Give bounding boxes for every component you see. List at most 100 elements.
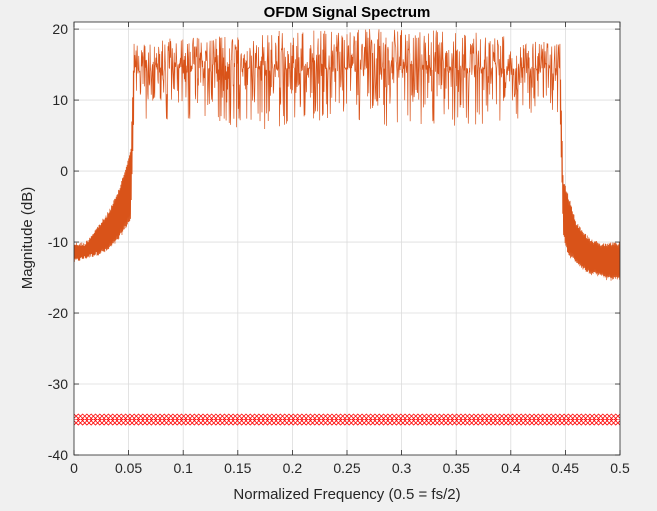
diamond-marker	[300, 413, 313, 426]
diamond-marker	[252, 413, 265, 426]
diamond-marker	[510, 413, 523, 426]
diamond-marker	[502, 413, 515, 426]
diamond-marker	[188, 413, 201, 426]
diamond-marker	[115, 413, 128, 426]
diamond-marker	[446, 413, 459, 426]
diamond-marker	[330, 413, 343, 426]
diamond-marker	[136, 413, 149, 426]
diamond-marker	[493, 413, 506, 426]
x-tick-label: 0.05	[115, 460, 142, 476]
diamond-marker	[132, 413, 145, 426]
diamond-marker	[613, 413, 620, 426]
diamond-marker	[420, 413, 433, 426]
diamond-marker	[386, 413, 399, 426]
diamond-marker	[282, 413, 296, 426]
diamond-marker	[558, 413, 571, 426]
x-tick-label: 0.25	[333, 460, 360, 476]
diamond-marker	[601, 413, 614, 426]
diamond-marker	[201, 413, 214, 426]
diamond-marker	[166, 413, 179, 426]
diamond-marker	[196, 413, 210, 426]
x-tick-label: 0.15	[224, 460, 251, 476]
x-tick-label: 0.4	[501, 460, 521, 476]
diamond-marker	[583, 413, 596, 426]
diamond-marker	[80, 413, 93, 426]
diamond-marker	[205, 413, 218, 426]
diamond-marker	[231, 413, 244, 426]
diamond-marker	[459, 413, 472, 426]
diamond-marker	[317, 413, 330, 426]
diamond-marker	[89, 413, 102, 426]
y-tick-label: -10	[48, 234, 68, 250]
x-tick-label: 0.45	[552, 460, 579, 476]
diamond-marker	[407, 413, 420, 426]
diamond-marker	[110, 413, 124, 426]
diamond-marker	[472, 413, 485, 426]
diamond-marker	[605, 413, 618, 426]
diamond-marker	[566, 413, 579, 426]
diamond-marker	[454, 413, 467, 426]
diamond-marker	[269, 413, 283, 426]
diamond-marker	[390, 413, 403, 426]
diamond-marker	[106, 413, 119, 426]
diamond-marker	[291, 413, 304, 426]
diamond-marker	[411, 413, 425, 426]
diamond-marker	[235, 413, 248, 426]
diamond-marker	[540, 413, 553, 426]
diamond-marker	[158, 413, 171, 426]
diamond-marker	[162, 413, 175, 426]
diamond-marker	[545, 413, 558, 426]
diamond-marker	[184, 413, 197, 426]
diamond-marker	[102, 413, 115, 426]
diamond-marker	[506, 413, 519, 426]
diamond-marker	[347, 413, 360, 426]
x-tick-label: 0.1	[173, 460, 193, 476]
diamond-marker	[175, 413, 188, 426]
y-tick-label: -40	[48, 447, 68, 463]
diamond-marker	[360, 413, 373, 426]
diamond-marker	[579, 413, 592, 426]
y-tick-label: -30	[48, 376, 68, 392]
diamond-marker	[394, 413, 407, 426]
series-layer	[74, 29, 620, 426]
diamond-marker	[467, 413, 480, 426]
diamond-marker	[441, 413, 455, 426]
diamond-marker	[532, 413, 545, 426]
diamond-marker	[209, 413, 222, 426]
x-axis-label: Normalized Frequency (0.5 = fs/2)	[233, 486, 460, 503]
ticks: 0 0.05 0.1 0.15 0.2 0.25 0.3 0.35 0.4 0.45 0.5 -40 -…	[48, 21, 630, 476]
diamond-marker	[278, 413, 291, 426]
spectrum-line	[74, 29, 620, 281]
diamond-marker	[257, 413, 270, 426]
diamond-marker	[338, 413, 351, 426]
diamond-marker	[287, 413, 300, 426]
y-tick-label: 20	[52, 21, 68, 37]
diamond-marker	[74, 413, 81, 426]
diamond-marker	[123, 413, 136, 426]
diamond-marker	[515, 413, 528, 426]
diamond-marker	[588, 413, 601, 426]
diamond-marker	[429, 413, 442, 426]
diamond-marker	[128, 413, 141, 426]
y-tick-label: 10	[52, 92, 68, 108]
x-tick-label: 0.3	[392, 460, 412, 476]
diamond-marker	[398, 413, 412, 426]
diamond-marker	[74, 413, 85, 426]
diamond-marker	[364, 413, 377, 426]
diamond-marker	[153, 413, 167, 426]
diamond-marker	[149, 413, 162, 426]
diamond-marker	[377, 413, 390, 426]
diamond-marker	[553, 413, 566, 426]
diamond-marker	[592, 413, 605, 426]
diamond-marker	[570, 413, 584, 426]
diamond-marker	[192, 413, 205, 426]
diamond-marker	[433, 413, 446, 426]
diamond-marker	[480, 413, 493, 426]
diamond-marker	[274, 413, 287, 426]
chart-title: OFDM Signal Spectrum	[264, 4, 431, 21]
diamond-marker	[334, 413, 347, 426]
diamond-marker	[141, 413, 154, 426]
diamond-marker	[373, 413, 386, 426]
diamond-marker	[596, 413, 609, 426]
